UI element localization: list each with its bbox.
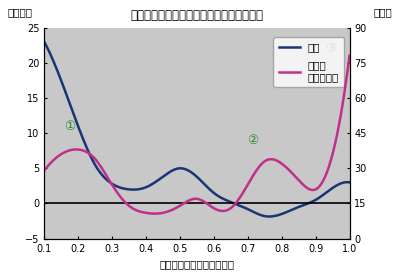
遅れ [43, 42, 48, 45]
ゲイン [224, 209, 229, 212]
Legend: 遅れ, ゲイン
（右目盛）: 遅れ, ゲイン （右目盛） [274, 37, 344, 87]
Text: （か月）: （か月） [8, 7, 32, 17]
ゲイン [224, 209, 228, 212]
Text: ②: ② [247, 134, 258, 147]
Text: ③: ③ [325, 42, 336, 55]
遅れ [266, 215, 271, 218]
Line: ゲイン: ゲイン [44, 56, 350, 214]
ゲイン [347, 54, 352, 57]
ゲイン [320, 181, 324, 184]
遅れ [229, 200, 234, 204]
遅れ [300, 204, 305, 207]
遅れ [222, 198, 227, 201]
Line: 遅れ: 遅れ [44, 42, 350, 216]
遅れ [224, 198, 228, 202]
ゲイン [43, 168, 48, 171]
ゲイン [42, 169, 46, 172]
X-axis label: （周波数　サイクル／年）: （周波数 サイクル／年） [159, 259, 234, 269]
ゲイン [300, 182, 305, 186]
ゲイン [152, 212, 157, 215]
Title: 鉱工業生産と製造業雇用のスペクトル分析: 鉱工業生産と製造業雇用のスペクトル分析 [130, 9, 263, 22]
ゲイン [230, 205, 234, 209]
Text: （％）: （％） [374, 7, 393, 17]
遅れ [42, 40, 46, 43]
遅れ [347, 181, 352, 184]
Text: ①: ① [64, 120, 75, 132]
遅れ [320, 194, 324, 197]
